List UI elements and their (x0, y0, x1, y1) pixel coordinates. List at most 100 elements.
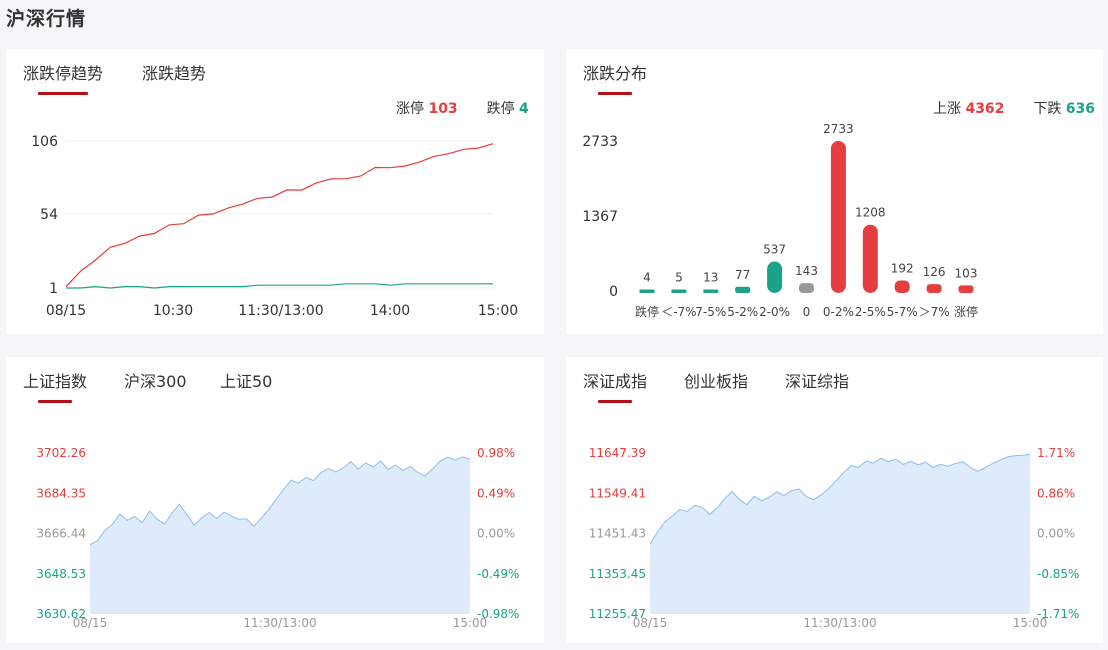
sz-index-tabs: 深证成指 创业板指 深证综指 (566, 357, 1103, 403)
sh-index-left-tick: 3630.62 (36, 607, 86, 621)
sz-index-area-fill (650, 454, 1030, 614)
distribution-category-label: 涨停 (954, 304, 978, 319)
limit-x-tick: 11:30/13:00 (238, 303, 323, 319)
sz-index-price-line (649, 453, 1031, 545)
sz-index-panel: 深证成指 创业板指 深证综指 11647.39 11549.41 11451.43 1… (566, 357, 1103, 643)
sh-index-tabs: 上证指数 沪深300 上证50 (6, 357, 544, 403)
distribution-value-label: 126 (923, 265, 946, 279)
distribution-value-label: 5 (675, 271, 683, 285)
distribution-value-label: 192 (891, 261, 914, 275)
up-count-value: 4362 (965, 101, 1005, 117)
distribution-bar (830, 141, 846, 293)
distribution-value-label: 2733 (823, 122, 854, 136)
tab-sse50[interactable]: 上证50 (220, 372, 273, 391)
distribution-value-label: 77 (735, 268, 750, 282)
sz-index-x-tick: 08/15 (633, 616, 668, 630)
distribution-chart: 2733 1367 0 4 跌停 5 ＜-7% 13 7-5% 77 5-2% 537 2-0% 143 0… (582, 122, 978, 319)
distribution-y-tick: 0 (609, 284, 618, 300)
distribution-category-label: 2-0% (759, 305, 790, 319)
limit-x-tick: 15:00 (478, 303, 518, 319)
distribution-category-label: ＜-7% (661, 305, 696, 319)
sz-index-right-tick: 0.86% (1037, 486, 1075, 500)
distribution-bar (671, 289, 687, 293)
sh-index-price-line (89, 456, 471, 546)
distribution-bar (894, 280, 910, 293)
limit-trend-chart: 106 54 1 08/15 10:30 11:30/13:00 14:00 15:00 (31, 134, 518, 319)
tab-up-down-trend[interactable]: 涨跌趋势 (142, 64, 207, 83)
distribution-bar (767, 261, 783, 293)
distribution-bar (958, 285, 974, 293)
sh-index-right-tick: -0.49% (477, 567, 519, 581)
sz-index-left-tick: 11451.43 (589, 527, 646, 541)
limit-y-tick: 1 (49, 281, 58, 297)
sh-index-left-tick: 3648.53 (36, 567, 86, 581)
down-count-label: 下跌 (1033, 101, 1062, 117)
limit-up-value: 103 (428, 101, 458, 117)
sz-index-left-tick: 11255.47 (589, 607, 646, 621)
distribution-stats: 上涨 4362 下跌 636 (933, 98, 1095, 118)
distribution-bar (926, 284, 942, 293)
distribution-value-label: 1208 (855, 206, 886, 220)
tab-chinext[interactable]: 创业板指 (684, 372, 749, 391)
distribution-value-label: 4 (643, 271, 651, 285)
limit-up-label: 涨停 (396, 101, 424, 117)
distribution-value-label: 143 (795, 264, 818, 278)
sz-index-left-tick: 11353.45 (589, 567, 646, 581)
down-count-value: 636 (1065, 101, 1096, 117)
distribution-tabs: 涨跌分布 (566, 49, 1103, 95)
sh-index-chart: 3702.26 3684.35 3666.44 3648.53 3630.62 0.98%… (36, 446, 519, 630)
sh-index-left-tick: 3666.44 (36, 527, 86, 541)
limit-y-tick: 54 (40, 207, 58, 223)
distribution-category-label: 5-7% (887, 305, 918, 319)
limit-up-series-line (65, 143, 494, 288)
limit-trend-panel: 涨跌停趋势 涨跌趋势 涨停 103 跌停 4 106 54 1 08/15 10:30 1… (6, 49, 544, 334)
distribution-y-tick: 2733 (582, 134, 618, 150)
sz-index-left-tick: 11647.39 (589, 446, 646, 460)
tab-sh-composite[interactable]: 上证指数 (23, 368, 87, 403)
limit-x-tick: 08/15 (46, 303, 86, 319)
distribution-bar (639, 289, 655, 293)
distribution-bar (862, 224, 878, 293)
sh-index-right-tick: -0.98% (477, 607, 519, 621)
distribution-category-label: 0 (803, 305, 811, 319)
sh-index-right-tick: 0.00% (477, 527, 515, 541)
limit-stats: 涨停 103 跌停 4 (396, 98, 529, 118)
limit-x-tick: 10:30 (153, 303, 193, 319)
tab-limit-trend[interactable]: 涨跌停趋势 (23, 60, 103, 95)
tab-sz-component[interactable]: 深证成指 (583, 368, 647, 403)
sh-index-left-tick: 3684.35 (36, 486, 86, 500)
distribution-value-label: 537 (763, 243, 786, 257)
distribution-category-label: 7-5% (695, 305, 726, 319)
limit-y-tick: 106 (31, 134, 58, 150)
sh-index-right-tick: 0.98% (477, 446, 515, 460)
sh-index-right-tick: 0.49% (477, 486, 515, 500)
distribution-bar (703, 289, 719, 293)
tab-csi300[interactable]: 沪深300 (124, 372, 187, 391)
distribution-category-label: 0-2% (823, 305, 854, 319)
sz-index-right-tick: 0.00% (1037, 527, 1075, 541)
sz-index-right-tick: 1.71% (1037, 446, 1075, 460)
distribution-value-label: 103 (955, 266, 978, 280)
limit-down-value: 4 (519, 101, 529, 117)
limit-down-label: 跌停 (486, 101, 515, 117)
sz-index-right-tick: -1.71% (1037, 607, 1079, 621)
sz-index-x-tick: 15:00 (1013, 616, 1048, 630)
distribution-value-label: 13 (703, 271, 718, 285)
sz-index-right-tick: -0.85% (1037, 567, 1079, 581)
distribution-category-label: 跌停 (635, 304, 659, 319)
sh-index-left-tick: 3702.26 (36, 446, 86, 460)
sh-index-panel: 上证指数 沪深300 上证50 3702.26 3684.35 3666.44 364… (6, 357, 544, 643)
sh-index-x-tick: 08/15 (73, 616, 108, 630)
sh-index-area-fill (90, 457, 470, 614)
distribution-bar (735, 286, 751, 293)
limit-down-series-line (66, 283, 493, 289)
distribution-category-label: 2-5% (855, 305, 886, 319)
up-count-label: 上涨 (933, 101, 961, 117)
sh-index-x-tick: 11:30/13:00 (243, 616, 316, 630)
sz-index-chart: 11647.39 11549.41 11451.43 11353.45 11255.47… (589, 446, 1080, 630)
limit-trend-tabs: 涨跌停趋势 涨跌趋势 (6, 49, 544, 95)
tab-distribution[interactable]: 涨跌分布 (583, 60, 647, 95)
sh-index-x-tick: 15:00 (453, 616, 488, 630)
tab-sz-composite[interactable]: 深证综指 (785, 372, 850, 391)
limit-x-tick: 14:00 (370, 303, 410, 319)
